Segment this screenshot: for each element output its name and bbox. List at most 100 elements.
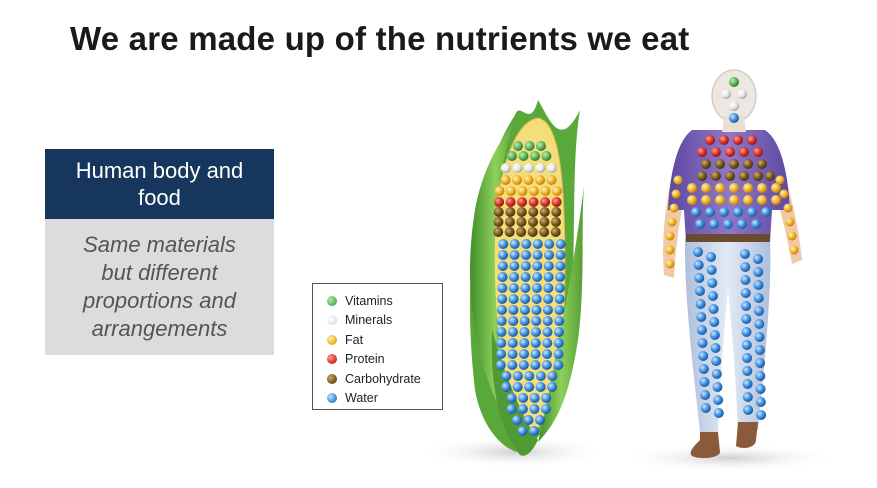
water-dot — [709, 330, 720, 340]
carbohydrate-dot — [493, 217, 504, 227]
protein-dot — [540, 197, 551, 207]
mineral-dot — [512, 163, 523, 173]
water-dot — [553, 360, 564, 370]
protein-dot — [725, 147, 735, 157]
water-dot — [740, 275, 751, 285]
water-dot — [543, 294, 554, 304]
carbohydrate-dot — [539, 207, 550, 217]
carbohydrate-dot — [701, 159, 711, 169]
protein-dot — [697, 147, 707, 157]
fat-dot — [785, 217, 795, 227]
water-dot — [517, 426, 528, 436]
water-dot — [747, 207, 757, 217]
water-dot — [521, 250, 532, 260]
water-dot — [555, 250, 566, 260]
water-dot — [497, 283, 508, 293]
water-dot — [529, 426, 540, 436]
fat-dot — [715, 183, 725, 193]
water-dot — [706, 265, 717, 275]
vitamins-dot-icon — [327, 295, 337, 306]
water-dot — [733, 207, 743, 217]
water-dot — [509, 250, 520, 260]
water-dot — [695, 219, 705, 229]
water-dot — [535, 371, 546, 381]
water-dot — [553, 349, 564, 359]
water-dot — [501, 371, 512, 381]
water-dot — [696, 312, 707, 322]
carbohydrate-dot — [505, 207, 516, 217]
water-dot — [697, 338, 708, 348]
water-dot — [753, 267, 764, 277]
water-dot — [544, 250, 555, 260]
water-dot — [708, 304, 719, 314]
water-dot — [712, 382, 723, 392]
water-dot — [699, 377, 710, 387]
water-dot — [553, 327, 564, 337]
water-dot — [530, 338, 541, 348]
vitamin-dot — [518, 151, 529, 161]
water-dot — [719, 207, 729, 217]
carbohydrate-dot — [550, 217, 561, 227]
vitamin-dot — [524, 141, 535, 151]
corn-and-human-illustration — [420, 69, 840, 472]
mineral-dot — [721, 89, 731, 99]
fat-dot — [667, 217, 677, 227]
fat-dot — [771, 183, 781, 193]
water-dot — [756, 410, 767, 420]
water-dot — [740, 249, 750, 259]
fat-dot — [715, 195, 725, 205]
water-dot — [753, 254, 763, 264]
water-dot — [541, 393, 552, 403]
water-dot — [519, 316, 530, 326]
water-dot — [741, 314, 752, 324]
legend-item-minerals: Minerals — [327, 311, 442, 331]
water-dot — [741, 340, 752, 350]
water-dot — [742, 353, 753, 363]
carbohydrate-dot — [729, 159, 739, 169]
water-dot — [509, 272, 520, 282]
water-dot — [498, 250, 509, 260]
legend-label: Vitamins — [345, 293, 393, 308]
vitamin-dot — [729, 77, 739, 87]
water-dot — [506, 404, 517, 414]
legend-label: Fat — [345, 332, 364, 347]
fat-dot — [779, 189, 789, 199]
carbohydrate-dot — [539, 217, 550, 227]
water-dot — [707, 278, 718, 288]
water-dot — [554, 294, 565, 304]
carbohydrate-dot — [504, 217, 515, 227]
water-dot — [694, 286, 705, 296]
water-dot — [524, 382, 535, 392]
water-dot — [520, 272, 531, 282]
water-dot — [542, 349, 553, 359]
carbohydrate-dot — [697, 171, 707, 181]
water-dot — [519, 349, 530, 359]
protein-dot — [705, 135, 715, 145]
water-dot — [529, 393, 540, 403]
carbohydrate-dot — [528, 207, 539, 217]
water-dot — [518, 393, 529, 403]
vitamin-dot — [529, 151, 540, 161]
legend-item-water: Water — [327, 389, 442, 409]
water-dot — [754, 332, 765, 342]
carbohydrate-dot — [765, 171, 775, 181]
carbohydrate-dot — [527, 217, 538, 227]
fat-dot — [500, 175, 511, 185]
water-dot — [541, 360, 552, 370]
water-dot — [523, 415, 534, 425]
vitamin-dot — [536, 141, 547, 151]
water-dot — [755, 371, 766, 381]
water-dot — [506, 393, 517, 403]
water-dot — [693, 260, 704, 270]
fat-dot — [535, 175, 545, 185]
protein-dot — [719, 135, 729, 145]
water-dot — [529, 404, 540, 414]
carbohydrate-dot — [527, 227, 538, 237]
water-dot — [547, 371, 558, 381]
water-dot — [496, 349, 507, 359]
fat-dot — [517, 186, 528, 196]
carbohydrate-dot — [493, 227, 504, 237]
water-dot — [698, 351, 709, 361]
fat-dot — [701, 183, 711, 193]
carbohydrate-dot — [516, 207, 527, 217]
